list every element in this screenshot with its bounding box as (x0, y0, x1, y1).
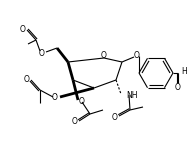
Text: O: O (112, 113, 118, 122)
Text: O: O (101, 50, 107, 60)
Text: O: O (72, 117, 78, 126)
Text: O: O (134, 51, 140, 60)
Text: O: O (39, 49, 45, 58)
Text: O: O (175, 82, 181, 92)
Text: NH: NH (126, 92, 138, 101)
Text: H: H (181, 68, 187, 77)
Text: O: O (24, 74, 30, 83)
Text: O: O (79, 97, 85, 106)
Text: ·: · (55, 90, 59, 100)
Text: O: O (52, 93, 58, 103)
Text: O: O (20, 25, 26, 34)
